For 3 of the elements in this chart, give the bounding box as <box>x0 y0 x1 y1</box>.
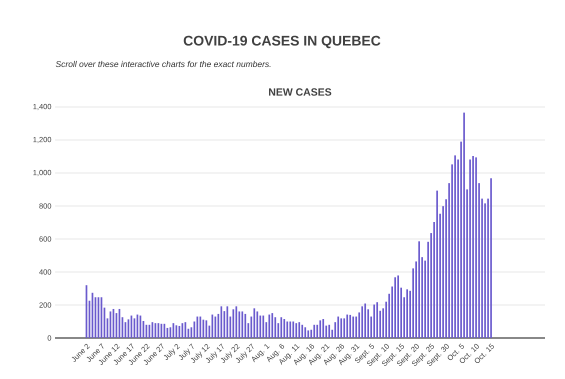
chart-subtitle: Scroll over these interactive charts for the exact numbers. <box>56 60 270 68</box>
text: NEW CASES <box>269 88 332 96</box>
chart-title: COVID-19 CASES IN QUEBEC <box>184 36 380 48</box>
